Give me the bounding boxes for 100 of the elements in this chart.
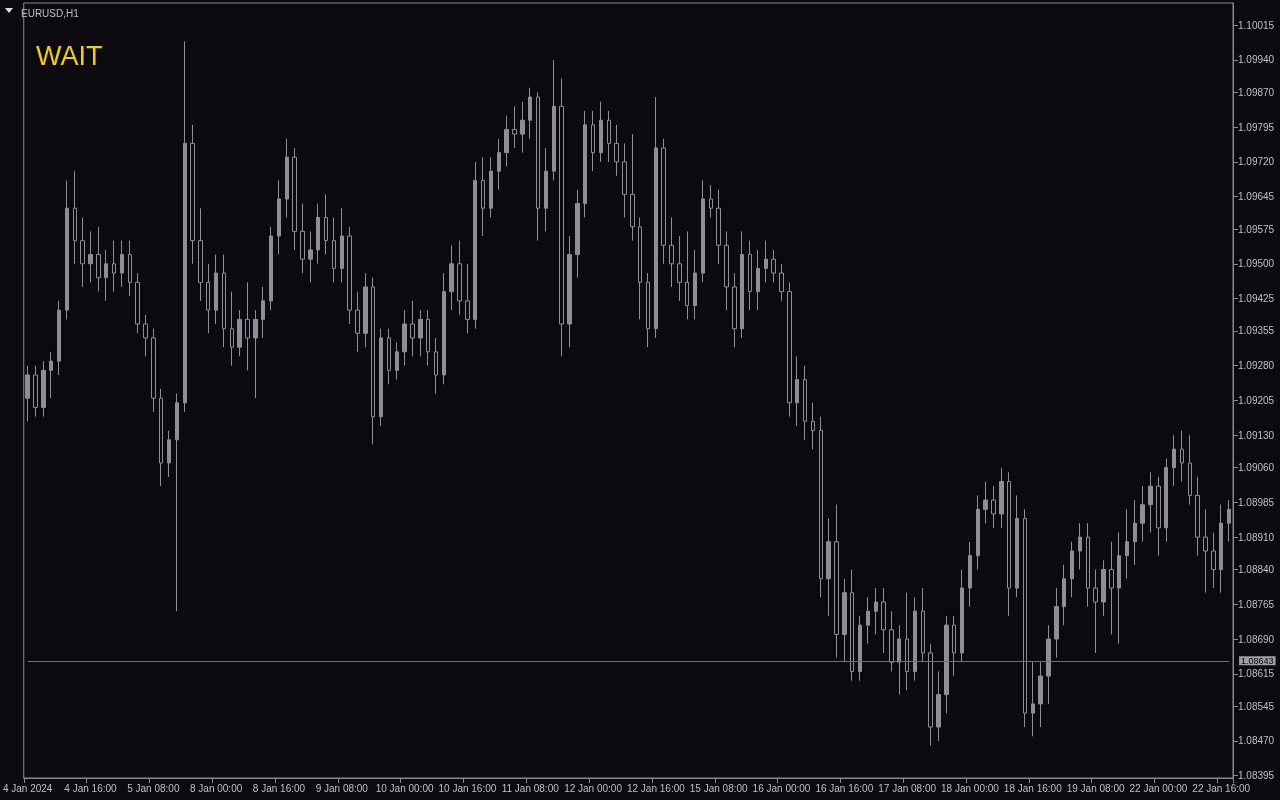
y-tick-label: 1.08470: [1238, 735, 1275, 747]
candlestick: [1015, 494, 1019, 598]
x-tick-label: 9 Jan 08:00: [315, 782, 369, 794]
ref-line-label: 1.08643: [1241, 655, 1274, 666]
candlestick: [1211, 531, 1216, 589]
candlestick: [340, 207, 344, 283]
x-tick-label: 16 Jan 00:00: [752, 782, 811, 794]
candlestick: [1203, 508, 1208, 594]
candlestick: [316, 203, 320, 265]
x-tick-label: 4 Jan 16:00: [64, 782, 118, 794]
candlestick: [693, 249, 697, 320]
candlestick: [936, 670, 941, 742]
candlestick: [1164, 457, 1168, 543]
candlestick: [1007, 471, 1011, 617]
candlestick: [567, 235, 572, 348]
candlestick: [465, 263, 470, 334]
candlestick: [41, 360, 46, 418]
candlestick: [874, 587, 878, 635]
candlestick: [497, 138, 501, 191]
candlestick: [1172, 434, 1176, 487]
candlestick: [850, 569, 854, 682]
candlestick: [952, 615, 956, 677]
candlestick: [292, 147, 297, 251]
candlestick: [528, 87, 532, 140]
candlestick: [905, 592, 909, 691]
candlestick: [261, 286, 265, 339]
candlestick: [685, 230, 689, 320]
y-tick-label: 1.09720: [1238, 156, 1275, 168]
candlestick: [73, 170, 77, 265]
y-tick-label: 1.08395: [1238, 770, 1275, 782]
candlestick: [607, 110, 611, 163]
candlestick: [363, 272, 368, 348]
candlestick: [826, 518, 831, 617]
candlestick: [740, 230, 744, 339]
candlestick: [999, 467, 1004, 529]
candlestick: [426, 309, 430, 367]
candlestick: [1219, 504, 1223, 594]
candlestick: [128, 240, 132, 297]
candlestick: [308, 230, 313, 283]
candlestick: [701, 179, 705, 283]
y-tick-label: 1.08690: [1238, 633, 1275, 645]
x-tick-label: 19 Jan 08:00: [1066, 782, 1125, 794]
candlestick: [1038, 661, 1043, 728]
candlestick: [167, 430, 171, 478]
candlestick: [732, 272, 737, 348]
candlestick: [889, 610, 894, 672]
candlestick: [1148, 471, 1153, 533]
x-tick-label: 18 Jan 00:00: [941, 782, 1000, 794]
candlestick: [481, 156, 485, 237]
candlestick: [65, 179, 69, 320]
candlestick: [395, 342, 399, 381]
candlestick: [222, 254, 226, 348]
candlestick: [677, 235, 682, 302]
candlestick: [834, 504, 839, 659]
candlestick: [112, 240, 116, 293]
candlestick: [1054, 587, 1059, 659]
x-tick-label: 17 Jan 08:00: [878, 782, 937, 794]
candlestick: [709, 184, 713, 218]
candlestick: [1117, 531, 1121, 645]
candlestick: [724, 230, 729, 311]
candlestick: [748, 240, 752, 311]
candlestick: [764, 240, 768, 283]
candlestick: [88, 230, 93, 283]
candlestick: [520, 101, 525, 154]
y-tick-label: 1.08840: [1238, 564, 1275, 576]
x-tick-label: 11 Jan 08:00: [501, 782, 560, 794]
x-tick-label: 8 Jan 00:00: [190, 782, 243, 794]
y-tick-label: 1.08910: [1238, 531, 1275, 543]
candlestick: [1078, 522, 1082, 571]
x-tick-label: 22 Jan 16:00: [1192, 782, 1251, 794]
candlestick: [756, 249, 760, 311]
candlestick: [897, 624, 901, 696]
candlestick: [669, 216, 674, 288]
candlestick: [803, 365, 807, 441]
candlestick: [622, 142, 627, 218]
candlestick: [457, 240, 462, 316]
y-tick-label: 1.08545: [1238, 700, 1275, 712]
y-tick-label: 1.09060: [1238, 462, 1275, 474]
candlestick: [230, 291, 234, 367]
candlestick: [512, 105, 517, 149]
y-tick-label: 1.09575: [1238, 223, 1275, 235]
candlestick: [991, 485, 996, 529]
candlestick: [159, 388, 163, 487]
y-tick-label: 1.09870: [1238, 86, 1275, 98]
candlestick: [944, 615, 949, 714]
x-tick-label: 4 Jan 2024: [2, 782, 53, 794]
candlestick: [544, 147, 548, 232]
candlestick: [434, 337, 438, 395]
candlestick: [237, 309, 242, 357]
candlestick: [1125, 508, 1129, 580]
candlestick: [277, 179, 281, 256]
candlestick: [960, 569, 964, 663]
candlestick: [646, 272, 650, 348]
x-tick-label: 5 Jan 08:00: [127, 782, 180, 794]
candlestick: [1140, 485, 1145, 543]
candlestick: [253, 309, 258, 399]
candlestick: [135, 272, 140, 334]
x-tick-label: 10 Jan 00:00: [375, 782, 434, 794]
candlestick: [387, 328, 391, 385]
candlestick: [33, 365, 38, 418]
